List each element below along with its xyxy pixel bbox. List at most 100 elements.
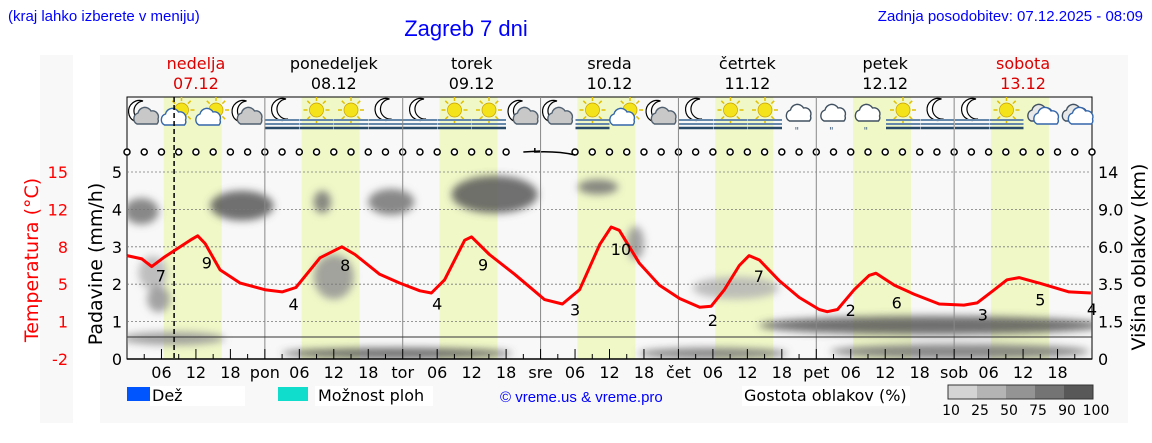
location-hint-link[interactable]: (kraj lahko izberete v meniju) xyxy=(8,8,200,25)
cloud-icon xyxy=(854,103,881,122)
sun-ray xyxy=(494,100,499,105)
sun-icon xyxy=(895,102,911,118)
cloud-cell xyxy=(692,276,779,300)
x-hour-label: 06 xyxy=(427,363,447,382)
moon-fog-icon xyxy=(920,97,955,130)
sun-fog-icon xyxy=(748,97,782,130)
wind-marker xyxy=(1053,148,1062,156)
daylight-band xyxy=(301,97,360,359)
cloud-icon xyxy=(1027,103,1060,125)
cloud-height-tick-label: 9.0 xyxy=(1098,200,1123,219)
cloud-icon xyxy=(195,107,222,126)
wind-marker xyxy=(502,148,510,156)
temperature-label: 3 xyxy=(978,306,988,325)
sun-fog-icon xyxy=(299,97,334,130)
temperature-label: 4 xyxy=(1087,300,1097,319)
daylight-band xyxy=(439,97,498,359)
cloud-drizzle-icon: " xyxy=(785,103,812,137)
temperature-label: 5 xyxy=(1035,290,1045,309)
temperature-label: 3 xyxy=(570,301,580,320)
x-day-label: pet xyxy=(803,363,829,382)
sun-ray xyxy=(736,115,741,120)
density-level-label: 100 xyxy=(1083,403,1110,419)
sun-ray xyxy=(322,115,327,120)
daylight-band xyxy=(163,97,222,359)
sun-ray xyxy=(206,100,211,105)
x-hour-label: 18 xyxy=(220,363,240,382)
density-swatch xyxy=(1064,385,1093,399)
sun-ray xyxy=(306,100,311,105)
wind-marker xyxy=(640,148,648,156)
wind-marker xyxy=(657,148,665,156)
sun-ray xyxy=(444,100,449,105)
wind-marker xyxy=(847,148,855,156)
precip-tick-label: 4 xyxy=(112,200,122,219)
temperature-line xyxy=(126,225,1091,314)
wind-marker xyxy=(1019,148,1027,156)
sun-ray xyxy=(322,100,327,105)
wind-marker xyxy=(467,148,476,156)
sun-ray xyxy=(582,115,587,120)
day-name-5: petek xyxy=(863,54,909,73)
x-hour-label: 06 xyxy=(978,363,998,382)
sun-cloud-icon xyxy=(195,97,229,126)
wind-marker xyxy=(984,148,993,156)
sun-ray xyxy=(720,100,725,105)
sun-fog-icon xyxy=(989,97,1024,130)
sun-ray xyxy=(221,115,226,120)
wind-marker xyxy=(898,148,907,156)
x-day-label: sob xyxy=(940,363,968,382)
x-hour-label: 06 xyxy=(565,363,585,382)
sun-ray xyxy=(494,115,499,120)
sun-ray xyxy=(341,100,346,105)
sun-ray xyxy=(620,100,625,105)
sun-ray xyxy=(221,100,226,105)
cloud-icon xyxy=(1067,106,1094,125)
cloud-height-tick-label: 1.5 xyxy=(1098,313,1123,332)
day-date-1: 08.12 xyxy=(311,74,357,93)
cloud-cell xyxy=(451,175,538,214)
temperature-label: 4 xyxy=(288,295,298,314)
sun-ray xyxy=(720,115,725,120)
drizzle-icon: " xyxy=(795,126,800,137)
sun-ray xyxy=(635,115,640,120)
sun-ray xyxy=(908,100,913,105)
moon-fog-icon xyxy=(679,97,713,130)
x-hour-label: 12 xyxy=(875,363,895,382)
wind-marker xyxy=(278,148,286,156)
temperature-tick-label: 12 xyxy=(48,200,68,219)
x-hour-label: 12 xyxy=(1013,363,1033,382)
page-title: Zagreb 7 dni xyxy=(404,16,528,41)
cloud-cell xyxy=(313,190,331,214)
sun-ray xyxy=(770,100,775,105)
sun-ray xyxy=(356,115,361,120)
temperature-label: 2 xyxy=(846,301,856,320)
density-scale-frame xyxy=(947,384,1094,400)
temperature-label: 9 xyxy=(202,254,212,273)
wind-marker xyxy=(140,148,148,156)
wind-marker xyxy=(691,148,700,156)
legend-showers-swatch xyxy=(278,387,308,401)
precip-tick-label: 2 xyxy=(112,275,122,294)
cloud-cell xyxy=(830,344,1090,359)
x-hour-label: 06 xyxy=(289,363,309,382)
sun-ray xyxy=(755,115,760,120)
cloud-cell xyxy=(127,331,225,345)
wind-marker xyxy=(778,148,786,156)
x-hour-label: 12 xyxy=(599,363,619,382)
sun-ray xyxy=(187,100,192,105)
day-date-6: 13.12 xyxy=(1000,74,1046,93)
day-date-2: 09.12 xyxy=(449,74,495,93)
precip-tick-label: 5 xyxy=(112,163,122,182)
cloud-cell xyxy=(577,179,619,195)
sun-ray xyxy=(598,115,603,120)
precip-tick-label: 1 xyxy=(112,313,122,332)
day-name-2: torek xyxy=(451,54,493,73)
copyright-link[interactable]: © vreme.us & vreme.pro xyxy=(500,389,663,406)
density-swatch xyxy=(1006,385,1035,399)
last-updated: Zadnja posodobitev: 07.12.2025 - 08:09 xyxy=(878,8,1143,25)
sun-icon xyxy=(481,102,497,118)
sun-fog-icon xyxy=(437,97,472,130)
temperature-label: 8 xyxy=(340,256,350,275)
wind-barb xyxy=(523,148,576,156)
